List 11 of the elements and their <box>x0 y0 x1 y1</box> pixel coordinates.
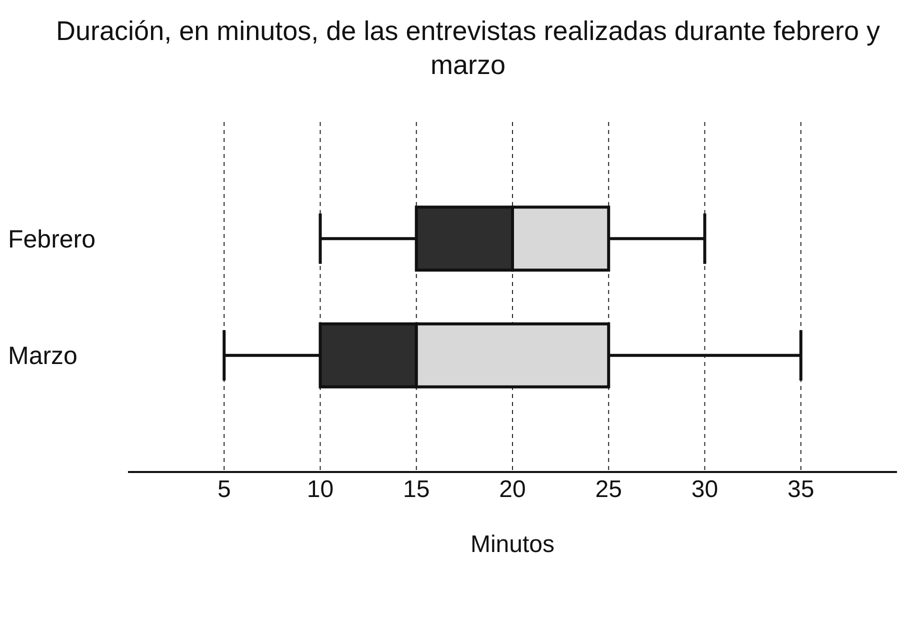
x-tick-label: 10 <box>306 476 334 504</box>
y-tick-label: Febrero <box>8 226 96 254</box>
x-axis-title: Minutos <box>470 531 555 558</box>
x-tick-label: 35 <box>788 476 814 504</box>
x-tick-label: 15 <box>403 476 430 504</box>
x-tick-label: 25 <box>595 476 622 504</box>
chart-title: Duración, en minutos, de las entrevistas realizadas durante febrero y marzo <box>55 15 881 82</box>
y-tick-label: Marzo <box>8 342 78 370</box>
x-tick-label: 30 <box>691 476 718 504</box>
x-tick-label: 20 <box>499 476 526 504</box>
x-tick-label: 5 <box>217 476 231 504</box>
